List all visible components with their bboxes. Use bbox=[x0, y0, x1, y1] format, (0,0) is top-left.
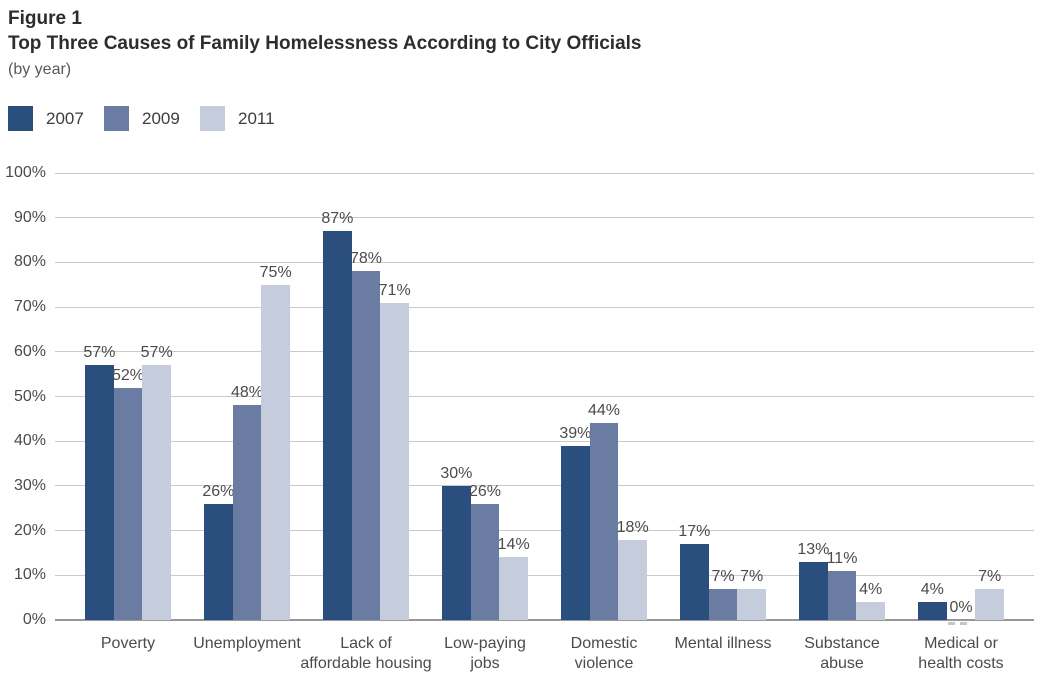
y-axis-tick-label: 40% bbox=[13, 432, 46, 450]
gridline bbox=[55, 217, 1034, 219]
bar-2011 bbox=[975, 588, 1004, 620]
category-label: Lack of affordable housing bbox=[300, 635, 432, 672]
bar-value-label: 57% bbox=[140, 344, 173, 362]
category-label: Mental illness bbox=[674, 635, 772, 652]
y-axis-tick-label: 60% bbox=[13, 342, 46, 360]
bar-value-label: 18% bbox=[616, 518, 649, 536]
bar-value-label: 4% bbox=[920, 581, 944, 599]
bar-value-label: 71% bbox=[378, 281, 411, 299]
figure-label: Figure 1 bbox=[8, 8, 82, 29]
bar-value-label: 0% bbox=[949, 599, 973, 616]
legend-item-2007: 2007 bbox=[8, 106, 104, 131]
gridline bbox=[55, 172, 1034, 174]
bar-2009 bbox=[708, 588, 738, 620]
y-axis-tick-label: 80% bbox=[13, 253, 46, 271]
bar-value-label: 26% bbox=[468, 482, 502, 500]
gridline bbox=[55, 351, 1034, 353]
bar-2011 bbox=[618, 539, 647, 620]
category-label: Substance abuse bbox=[804, 635, 880, 672]
legend-label: 2007 bbox=[46, 108, 84, 128]
bar-2009 bbox=[232, 405, 262, 620]
legend-label: 2009 bbox=[142, 108, 180, 128]
category-label: Poverty bbox=[100, 635, 156, 652]
bar-value-label: 52% bbox=[111, 366, 145, 384]
bar-2011 bbox=[737, 588, 766, 620]
bar-value-label: 11% bbox=[826, 549, 858, 567]
bar-value-label: 39% bbox=[559, 424, 592, 442]
legend-swatch-2009 bbox=[104, 106, 129, 131]
gridline bbox=[55, 440, 1034, 442]
bar-value-label: 7% bbox=[740, 567, 764, 585]
bar-2009 bbox=[113, 387, 143, 620]
figure-subtitle: (by year) bbox=[8, 61, 72, 78]
page-title: Top Three Causes of Family Homelessness … bbox=[8, 33, 642, 54]
zero-value-dash-marker bbox=[947, 622, 973, 625]
bar-value-label: 14% bbox=[497, 536, 530, 554]
bar-2011 bbox=[380, 302, 409, 620]
legend-item-2011: 2011 bbox=[200, 106, 296, 131]
y-axis-tick-label: 90% bbox=[13, 208, 46, 226]
bar-value-label: 7% bbox=[711, 567, 735, 585]
legend-label: 2011 bbox=[238, 108, 275, 128]
bar-2007 bbox=[561, 445, 590, 620]
bar-value-label: 75% bbox=[259, 263, 292, 281]
gridline bbox=[55, 530, 1034, 532]
legend-item-2009: 2009 bbox=[104, 106, 200, 131]
y-axis-tick-label: 10% bbox=[13, 566, 46, 584]
gridline bbox=[55, 306, 1034, 308]
bar-2007 bbox=[680, 544, 709, 620]
figure-header: Figure 1 Top Three Causes of Family Home… bbox=[8, 6, 642, 81]
category-label: Unemployment bbox=[193, 635, 301, 652]
bar-2007 bbox=[85, 365, 114, 620]
gridline bbox=[55, 396, 1034, 397]
bar-2009 bbox=[470, 503, 500, 620]
bar-2011 bbox=[142, 365, 171, 620]
bar-2007 bbox=[918, 602, 947, 620]
x-axis-baseline bbox=[55, 619, 1034, 621]
bar-2009 bbox=[827, 570, 857, 620]
y-axis-tick-label: 20% bbox=[13, 521, 46, 539]
category-label: Low-paying jobs bbox=[444, 635, 526, 672]
gridline bbox=[55, 485, 1034, 487]
bar-value-label: 48% bbox=[230, 384, 264, 402]
bar-value-label: 26% bbox=[202, 482, 235, 500]
y-axis-tick-label: 30% bbox=[13, 476, 46, 494]
bar-2011 bbox=[499, 557, 528, 620]
bar-value-label: 30% bbox=[440, 464, 473, 482]
bar-2011 bbox=[261, 284, 290, 620]
bar-2007 bbox=[799, 561, 828, 620]
y-axis-tick-label: 70% bbox=[13, 298, 46, 316]
category-label: Domestic violence bbox=[570, 635, 638, 672]
bar-2007 bbox=[442, 485, 471, 620]
bar-value-label: 87% bbox=[321, 210, 354, 228]
bar-value-label: 78% bbox=[349, 250, 383, 268]
y-axis-tick-label: 0% bbox=[22, 611, 46, 628]
gridline bbox=[55, 261, 1034, 263]
bar-value-label: 7% bbox=[978, 567, 1002, 585]
gridline bbox=[55, 574, 1034, 576]
bar-value-label: 57% bbox=[83, 344, 116, 362]
y-axis-tick-label: 100% bbox=[5, 164, 46, 181]
bar-value-label: 4% bbox=[859, 581, 883, 599]
bar-2009 bbox=[589, 423, 619, 620]
bar-2007 bbox=[204, 503, 233, 620]
legend-swatch-2007 bbox=[8, 106, 33, 131]
bar-2011 bbox=[856, 602, 885, 620]
bar-value-label: 13% bbox=[797, 540, 830, 558]
bar-value-label: 17% bbox=[678, 523, 711, 540]
bar-value-label: 44% bbox=[587, 402, 621, 420]
bar-2007 bbox=[323, 231, 352, 620]
bar-2009 bbox=[351, 271, 381, 620]
category-label: Medical or health costs bbox=[918, 635, 1004, 672]
y-axis-tick-label: 50% bbox=[13, 387, 46, 405]
legend: 2007 2009 2011 bbox=[8, 106, 296, 131]
legend-swatch-2011 bbox=[200, 106, 225, 131]
